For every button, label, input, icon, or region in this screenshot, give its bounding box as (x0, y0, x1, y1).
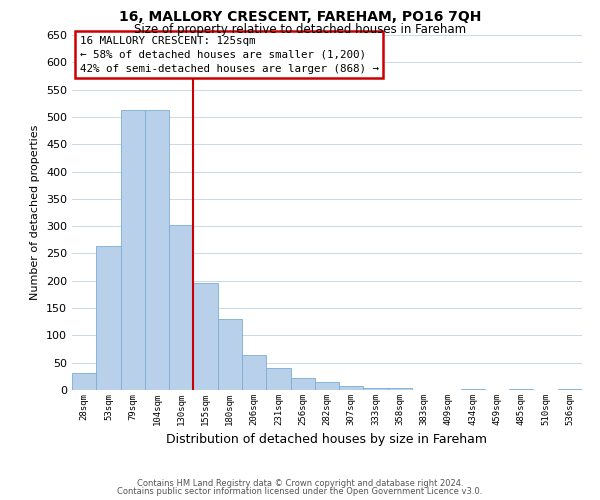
Bar (509, 389, 533, 390)
Bar (218, 319, 242, 390)
Bar (388, 388, 412, 390)
Text: Contains public sector information licensed under the Open Government Licence v3: Contains public sector information licen… (118, 487, 482, 496)
Bar (315, 382, 339, 390)
X-axis label: Distribution of detached houses by size in Fareham: Distribution of detached houses by size … (167, 434, 487, 446)
Bar (96, 246, 121, 390)
Bar (169, 224, 193, 390)
Bar (339, 386, 364, 390)
Text: 16 MALLORY CRESCENT: 125sqm
← 58% of detached houses are smaller (1,200)
42% of : 16 MALLORY CRESCENT: 125sqm ← 58% of det… (80, 36, 379, 74)
Bar (242, 355, 266, 390)
Bar (145, 110, 169, 390)
Bar (121, 110, 145, 390)
Bar (364, 388, 388, 390)
Bar (290, 378, 315, 390)
Text: Contains HM Land Registry data © Crown copyright and database right 2024.: Contains HM Land Registry data © Crown c… (137, 478, 463, 488)
Y-axis label: Number of detached properties: Number of detached properties (31, 125, 40, 300)
Text: Size of property relative to detached houses in Fareham: Size of property relative to detached ho… (134, 22, 466, 36)
Bar (266, 368, 290, 390)
Text: 16, MALLORY CRESCENT, FAREHAM, PO16 7QH: 16, MALLORY CRESCENT, FAREHAM, PO16 7QH (119, 10, 481, 24)
Bar (193, 283, 218, 390)
Bar (72, 372, 96, 390)
